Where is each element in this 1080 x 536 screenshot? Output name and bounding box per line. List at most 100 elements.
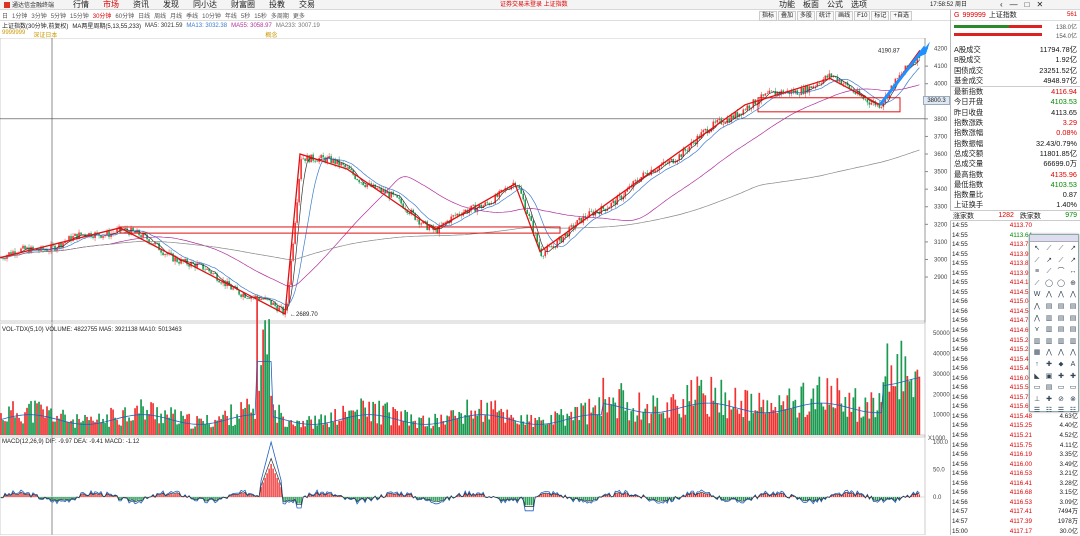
drawing-tool-icon[interactable]: ▦ (1031, 347, 1043, 359)
drawing-tool-icon[interactable]: ▤ (1067, 324, 1079, 336)
period-tab[interactable]: 60分钟 (113, 11, 136, 20)
period-tab[interactable]: 30分钟 (91, 11, 114, 20)
drawing-tool-icon[interactable]: ⋀ (1055, 289, 1067, 301)
menu-item[interactable]: 资讯 (126, 0, 156, 10)
drawing-tool-icon[interactable]: ⊕ (1067, 278, 1079, 290)
drawing-tool-icon[interactable]: ✚ (1043, 394, 1055, 406)
menu-item[interactable]: 交易 (292, 0, 322, 10)
period-tab[interactable]: 多周期 (269, 11, 291, 20)
drawing-tool-icon[interactable]: A (1067, 359, 1079, 371)
tool-tab[interactable]: 叠加 (778, 11, 796, 21)
tool-tab[interactable]: 统计 (816, 11, 834, 21)
period-tab[interactable]: 5秒 (239, 11, 252, 20)
drawing-tool-icon[interactable]: ▤ (1043, 382, 1055, 394)
drawing-tool-icon[interactable]: ▥ (1043, 313, 1055, 325)
drawing-tool-icon[interactable]: ⟋ (1031, 255, 1043, 267)
right-menu-item[interactable]: 公式 (823, 0, 847, 10)
period-tab[interactable]: 日线 (136, 11, 152, 20)
period-tab[interactable]: 10分钟 (200, 11, 223, 20)
menu-item[interactable]: 行情 (66, 0, 96, 10)
drawing-tool-icon[interactable]: ↑ (1031, 359, 1043, 371)
drawing-tool-icon[interactable]: ▥ (1055, 336, 1067, 348)
drawing-tool-icon[interactable]: ☷ (1067, 405, 1079, 417)
period-tab[interactable]: 15分钟 (68, 11, 91, 20)
drawing-tool-icon[interactable]: ▥ (1031, 336, 1043, 348)
period-tab[interactable]: 5分钟 (49, 11, 68, 20)
drawing-tool-icon[interactable]: ≡ (1031, 266, 1043, 278)
drawing-tool-icon[interactable]: ▥ (1043, 336, 1055, 348)
drawing-tool-icon[interactable]: ⬥ (1055, 359, 1067, 371)
drawing-tool-icon[interactable]: ⊘ (1055, 394, 1067, 406)
period-tab[interactable]: 日 (0, 11, 10, 20)
ma-name[interactable]: MA两星周期(5,13,55,233) (72, 21, 141, 30)
drawing-tool-icon[interactable]: ↔ (1067, 266, 1079, 278)
drawing-tool-icon[interactable]: ↗ (1067, 255, 1079, 267)
drawing-tool-icon[interactable]: ✚ (1043, 359, 1055, 371)
period-tab[interactable]: 周线 (152, 11, 168, 20)
drawing-tool-icon[interactable]: ⊥ (1031, 394, 1043, 406)
drawing-tool-icon[interactable]: ◣ (1031, 371, 1043, 383)
menu-item[interactable]: 投教 (262, 0, 292, 10)
window-button[interactable]: — (1010, 0, 1018, 10)
drawing-tool-icon[interactable]: ↗ (1043, 255, 1055, 267)
panel-header[interactable] (1030, 235, 1078, 242)
drawing-tool-icon[interactable]: ◯ (1043, 278, 1055, 290)
menu-item[interactable]: 市场 (96, 0, 126, 10)
drawing-tool-icon[interactable]: ⟋ (1043, 266, 1055, 278)
drawing-tool-icon[interactable]: ▤ (1055, 313, 1067, 325)
drawing-tool-icon[interactable]: ⋀ (1067, 289, 1079, 301)
drawing-tool-icon[interactable]: ⟋ (1031, 278, 1043, 290)
tool-tab[interactable]: 多股 (797, 11, 815, 21)
drawing-tool-icon[interactable]: ✚ (1055, 371, 1067, 383)
right-menu-item[interactable]: 选项 (847, 0, 871, 10)
window-button[interactable]: ✕ (1037, 0, 1044, 10)
window-button[interactable]: ‹ (1000, 0, 1003, 10)
period-tab[interactable]: 月线 (168, 11, 184, 20)
menu-item[interactable]: 财富圈 (224, 0, 262, 10)
drawing-tool-icon[interactable]: ▭ (1067, 382, 1079, 394)
drawing-tool-icon[interactable]: ⟋ (1055, 243, 1067, 255)
drawing-tool-icon[interactable]: ↗ (1067, 243, 1079, 255)
drawing-tool-icon[interactable]: ▤ (1055, 301, 1067, 313)
drawing-tool-icon[interactable]: ▭ (1031, 382, 1043, 394)
drawing-tool-icon[interactable]: ▣ (1043, 371, 1055, 383)
drawing-tool-icon[interactable]: ▥ (1067, 336, 1079, 348)
period-tab[interactable]: 季线 (184, 11, 200, 20)
tool-tab[interactable]: 指标 (759, 11, 777, 21)
tool-tab[interactable]: 标记 (871, 11, 889, 21)
drawing-tool-icon[interactable]: ↖ (1031, 243, 1043, 255)
menu-item[interactable]: 同小达 (186, 0, 224, 10)
drawing-tool-icon[interactable]: ▤ (1067, 313, 1079, 325)
drawing-tool-icon[interactable]: ▤ (1067, 301, 1079, 313)
drawing-tool-icon[interactable]: ☷ (1043, 405, 1055, 417)
tool-tab[interactable]: 画线 (835, 11, 853, 21)
tool-tab[interactable]: +自选 (890, 11, 912, 21)
drawing-tool-icon[interactable]: ⟋ (1055, 255, 1067, 267)
drawing-tool-icon[interactable]: ▤ (1055, 324, 1067, 336)
period-tab[interactable]: 更多 (291, 11, 307, 20)
right-menu-item[interactable]: 功能 (775, 0, 799, 10)
drawing-tool-icon[interactable]: ⋀ (1043, 347, 1055, 359)
drawing-tool-icon[interactable]: ☰ (1031, 405, 1043, 417)
drawing-tool-icon[interactable]: W (1031, 289, 1043, 301)
drawing-tool-icon[interactable]: ⋀ (1043, 289, 1055, 301)
window-button[interactable]: □ (1025, 0, 1030, 10)
main-chart-area[interactable]: 2900300031003200330034003500360037003800… (0, 38, 950, 535)
period-tab[interactable]: 3分钟 (29, 11, 48, 20)
tool-tab[interactable]: F10 (854, 11, 870, 21)
drawing-tool-icon[interactable]: ⋎ (1031, 324, 1043, 336)
drawing-tool-icon[interactable]: ▤ (1043, 301, 1055, 313)
drawing-tool-icon[interactable]: ☰ (1055, 405, 1067, 417)
drawing-tool-icon[interactable]: ▥ (1043, 324, 1055, 336)
drawing-tool-icon[interactable]: ⋀ (1031, 313, 1043, 325)
drawing-tool-icon[interactable]: ⌒ (1055, 266, 1067, 278)
right-menu-item[interactable]: 板面 (799, 0, 823, 10)
drawing-tool-icon[interactable]: ⊗ (1067, 394, 1079, 406)
drawing-tool-icon[interactable]: ◯ (1055, 278, 1067, 290)
login-notice[interactable]: 证券交易未登录 上证指数 (500, 0, 568, 10)
drawing-tool-icon[interactable]: ▭ (1055, 382, 1067, 394)
drawing-tool-icon[interactable]: ⟋ (1043, 243, 1055, 255)
period-tab[interactable]: 年线 (223, 11, 239, 20)
drawing-tool-icon[interactable]: ⋀ (1067, 347, 1079, 359)
drawing-tool-icon[interactable]: ✚ (1067, 371, 1079, 383)
